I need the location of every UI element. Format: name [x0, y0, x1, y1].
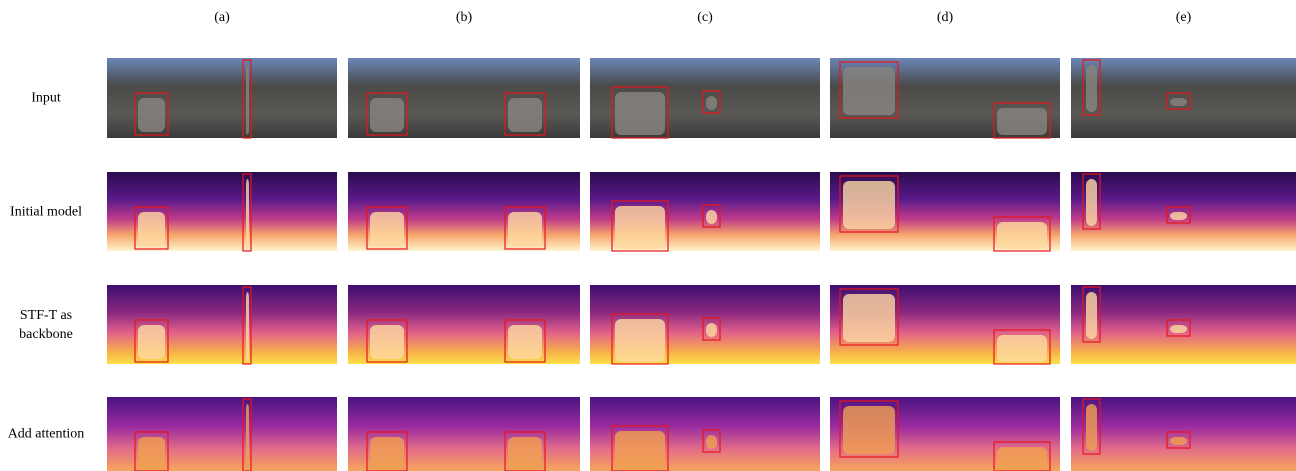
object-blob [615, 319, 665, 362]
object-blob [615, 431, 665, 471]
object-blob [997, 108, 1047, 135]
object-blob [246, 179, 249, 249]
object-blob [1170, 437, 1187, 445]
object-blob [1086, 404, 1097, 451]
object-blob [1086, 292, 1097, 339]
object-blob [1170, 212, 1187, 220]
object-blob [997, 222, 1047, 249]
object-blob [508, 437, 542, 471]
column-label: (e) [1069, 10, 1296, 26]
object-blob [615, 206, 665, 249]
image-grid [0, 0, 1296, 471]
object-blob [706, 96, 717, 110]
column-label: (d) [830, 10, 1060, 26]
row-label: Add attention [6, 425, 86, 444]
column-label: (a) [107, 10, 337, 26]
object-blob [508, 325, 542, 359]
object-blob [370, 98, 404, 132]
row-label: STF-T as backbone [6, 306, 86, 344]
object-blob [508, 212, 542, 246]
object-blob [246, 292, 249, 362]
row-label: Input [0, 89, 92, 108]
object-blob [138, 98, 165, 132]
column-label: (b) [349, 10, 579, 26]
object-blob [1086, 65, 1097, 112]
object-blob [370, 212, 404, 246]
object-blob [706, 435, 717, 449]
object-blob [508, 98, 542, 132]
object-blob [615, 92, 665, 135]
object-blob [138, 212, 165, 246]
object-blob [997, 335, 1047, 362]
object-blob [843, 181, 895, 229]
object-blob [706, 210, 717, 224]
image [1071, 397, 1296, 471]
image [1071, 172, 1296, 251]
column-label: (c) [590, 10, 820, 26]
object-blob [843, 406, 895, 454]
object-blob [1170, 325, 1187, 333]
object-blob [843, 67, 895, 115]
object-blob [997, 447, 1047, 471]
image [1071, 285, 1296, 364]
object-blob [246, 65, 249, 135]
image [1071, 58, 1296, 138]
object-blob [138, 437, 165, 471]
object-blob [370, 325, 404, 359]
object-blob [370, 437, 404, 471]
row-label: Initial model [0, 202, 92, 221]
object-blob [246, 404, 249, 471]
object-blob [138, 325, 165, 359]
object-blob [706, 323, 717, 337]
object-blob [1170, 98, 1187, 106]
figure: (a) (b) (c) (d) (e) Input Initial model STF-T a… [0, 0, 1296, 471]
object-blob [843, 294, 895, 342]
object-blob [1086, 179, 1097, 226]
